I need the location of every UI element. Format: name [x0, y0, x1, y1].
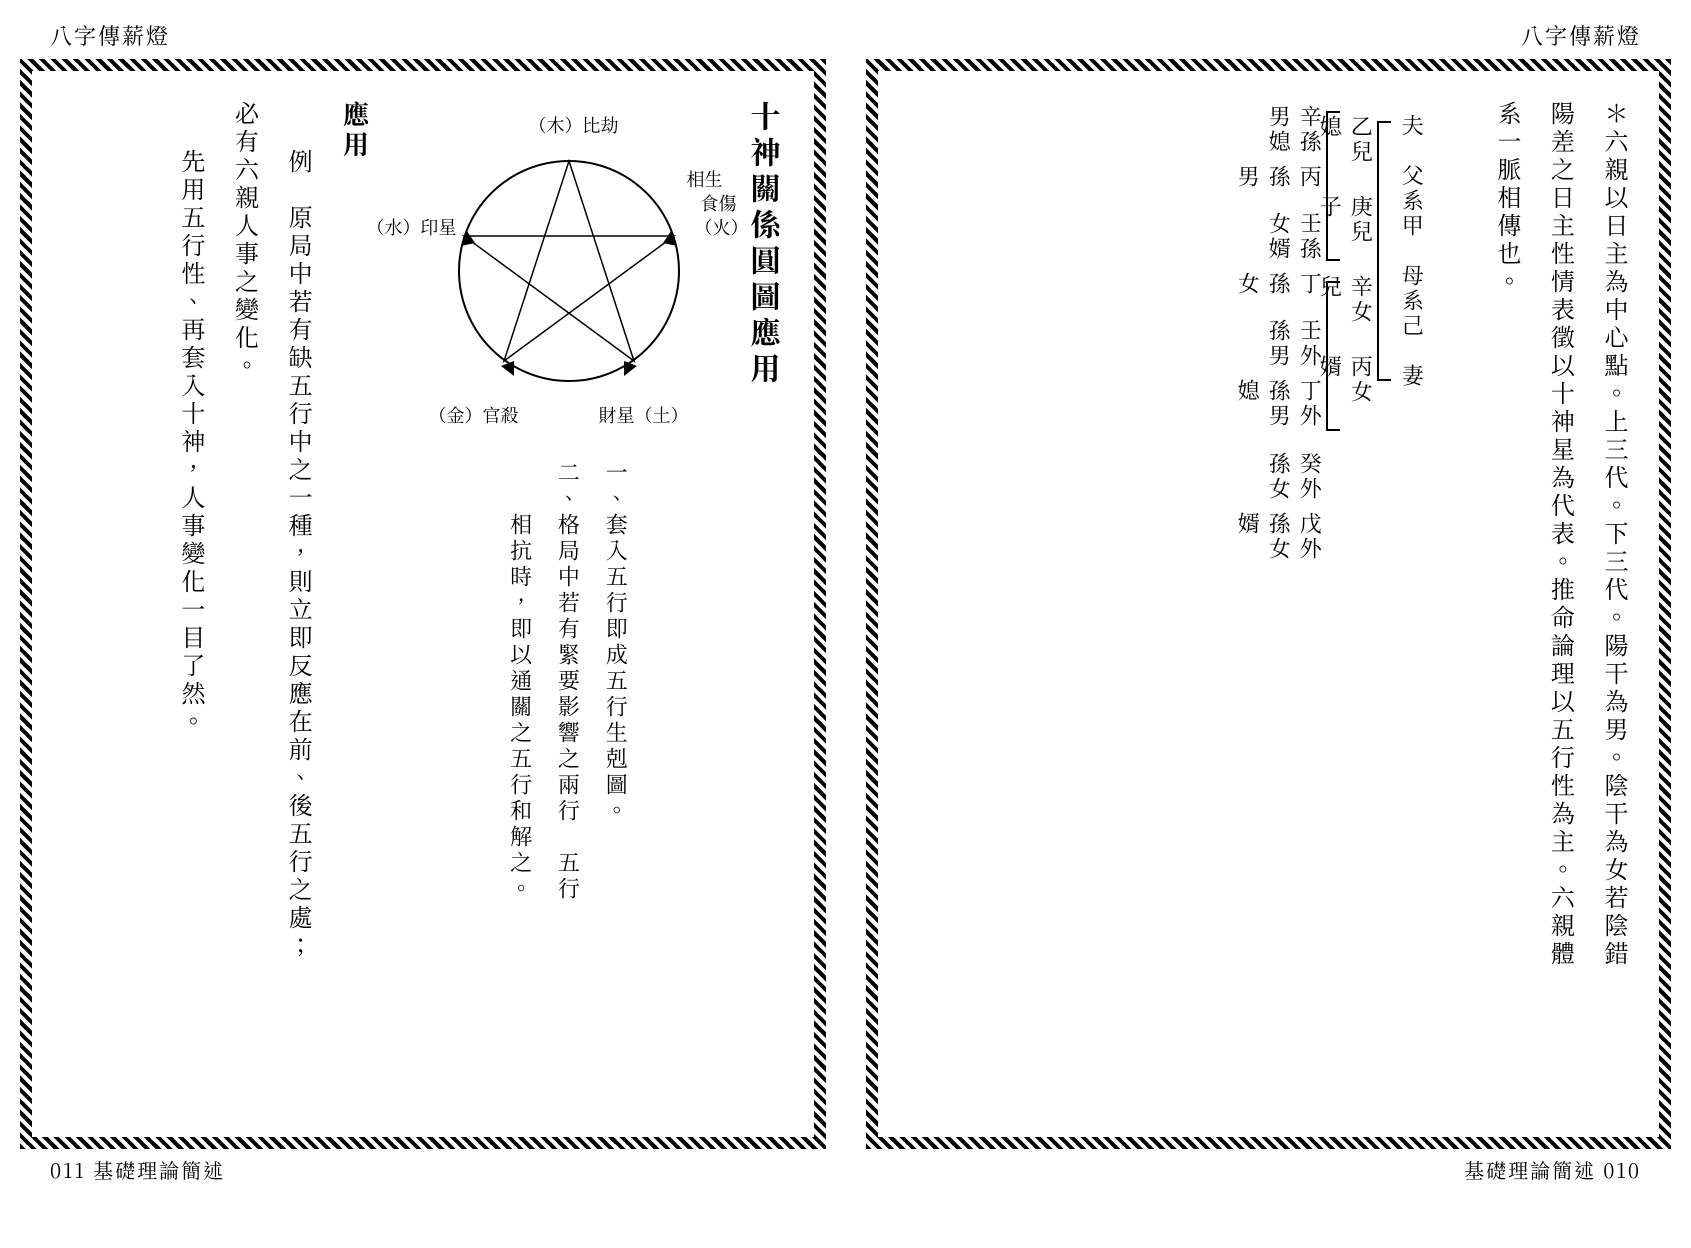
border-right: ＊六親以日主為中心點。上三代。下三代。陽干為男。陰干為女若陰錯 陽差之日主性情表…: [866, 59, 1672, 1149]
book-title-right: 八字傳薪燈: [866, 20, 1672, 59]
page-left: 八字傳薪燈 十神關係圓圖應用 （木）比劫 相生 （火） 食傷: [0, 0, 846, 1248]
g3-7: 癸外孫女: [1295, 452, 1326, 504]
note-2: 二、格局中若有緊要影響之兩行 五行: [548, 461, 590, 961]
para-3: 系一脈相傳也。: [1486, 101, 1532, 1107]
para-1: ＊六親以日主為中心點。上三代。下三代。陽干為男。陰干為女若陰錯: [1593, 101, 1639, 1107]
page-right: 八字傳薪燈 ＊六親以日主為中心點。上三代。下三代。陽干為男。陰干為女若陰錯 陽差…: [846, 0, 1691, 1248]
label-rel-b: 食傷: [701, 193, 737, 215]
g3-8: 戊外孫女婿: [1295, 512, 1326, 577]
body-2: 必有六親人事之變化。: [224, 101, 270, 1107]
section-heading: 十神關係圓圖應用: [737, 101, 794, 1107]
page-num-right: 010: [1603, 1155, 1641, 1184]
footer-left: 011 基礎理論簡述: [20, 1149, 826, 1184]
apply-title: 應用: [331, 101, 380, 1107]
pentagram-diagram: （木）比劫 相生 （火） 食傷 財星（土） （金）官殺 （水）印星: [419, 121, 719, 421]
g1-1: 夫: [1397, 114, 1428, 139]
label-metal: （金）官殺: [429, 405, 519, 427]
g2-4: 丙女婿: [1346, 355, 1377, 427]
label-fire: （火）: [695, 217, 749, 239]
g1-3: 母系己: [1397, 264, 1428, 339]
chapter-footer-left: 基礎理論簡述: [93, 1155, 225, 1184]
label-earth: 財星（土）: [599, 405, 689, 427]
g1-4: 妻: [1397, 364, 1428, 389]
g2-1: 乙兒媳: [1346, 115, 1377, 187]
diagram-block: （木）比劫 相生 （火） 食傷 財星（土） （金）官殺 （水）印星 一、套入五行…: [409, 101, 729, 1107]
border-left: 十神關係圓圖應用 （木）比劫 相生 （火） 食傷 財星（土）: [20, 59, 826, 1149]
family-tree: 夫 父系甲 母系己 妻 乙兒媳 庚兒子 辛女兒 丙女婿 辛孫男媳 丙孫男: [1295, 101, 1448, 621]
footer-right: 基礎理論簡述 010: [866, 1149, 1672, 1184]
body-3: 先用五行性、再套入十神，人事變化一目了然。: [170, 101, 216, 1107]
label-rel-a: 相生: [687, 169, 723, 191]
label-water: （水）印星: [367, 217, 457, 239]
g3-6: 丁外孫男媳: [1295, 379, 1326, 444]
chapter-footer-right: 基礎理論簡述: [1464, 1155, 1596, 1184]
page-num-left: 011: [50, 1155, 86, 1184]
diagram-notes: 一、套入五行即成五行生剋圖。 二、格局中若有緊要影響之兩行 五行 相抗時，即以通…: [500, 441, 637, 961]
g2-3: 辛女兒: [1346, 275, 1377, 347]
para-2: 陽差之日主性情表徵以十神星為代表。推命論理以五行性為主。六親體: [1540, 101, 1586, 1107]
note-3: 相抗時，即以通關之五行和解之。: [500, 461, 542, 961]
label-top: （木）比劫: [529, 115, 619, 137]
g2-2: 庚兒子: [1346, 195, 1377, 267]
body-1: 例 原局中若有缺五行中之一種，則立即反應在前、後五行之處；: [278, 101, 324, 1107]
note-1: 一、套入五行即成五行生剋圖。: [595, 461, 637, 961]
g1-2: 父系甲: [1397, 164, 1428, 239]
book-title-left: 八字傳薪燈: [20, 20, 826, 59]
